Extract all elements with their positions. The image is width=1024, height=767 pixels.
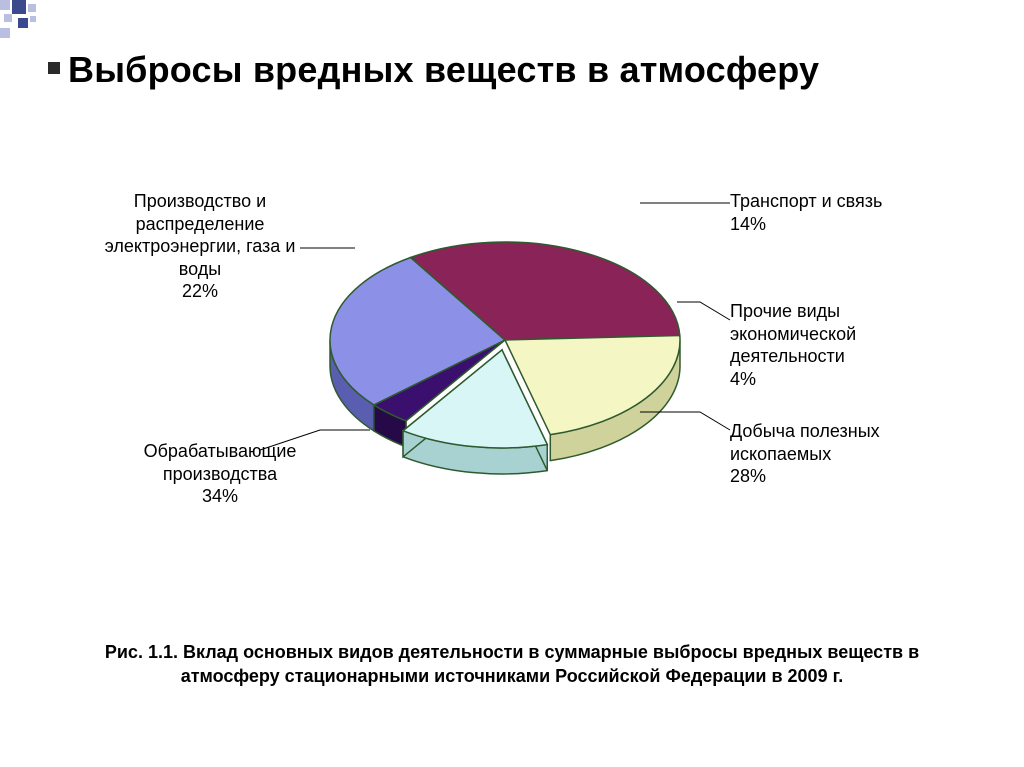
slice-label: Транспорт и связь14% — [730, 190, 882, 235]
leader-line — [677, 302, 730, 320]
figure-caption: Рис. 1.1. Вклад основных видов деятельно… — [60, 640, 964, 689]
slice-label: Прочие видыэкономическойдеятельности4% — [730, 300, 856, 390]
slide-title: Выбросы вредных веществ в атмосферу — [68, 48, 819, 91]
pie-chart: Транспорт и связь14% Прочие видыэкономиче… — [0, 150, 1024, 620]
slice-label: Добыча полезныхископаемых28% — [730, 420, 880, 488]
slice-label: Производство ираспределениеэлектроэнерги… — [100, 190, 300, 303]
slice-label: Обрабатывающиепроизводства34% — [120, 440, 320, 508]
title-bullet — [48, 62, 60, 74]
